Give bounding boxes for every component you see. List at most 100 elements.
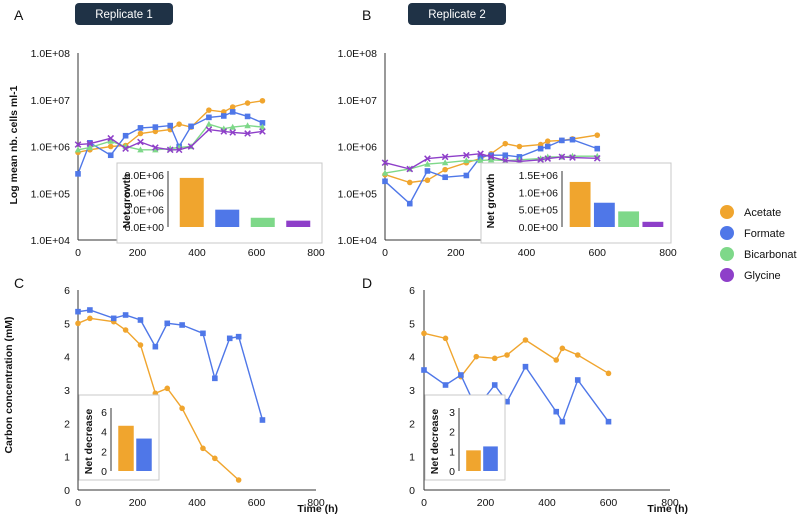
formate-data-point [477,154,484,160]
glycine-data-point [244,130,251,137]
acetate-data-point [594,132,601,138]
formate-data-point [594,145,601,152]
formate-data-point [75,308,81,315]
legend: Acetate Formate Bicarbonate Glycine [720,205,797,282]
bicarbonate-data-point [487,156,495,163]
panel-d-x-axis-label: Time (h) [647,503,688,515]
formate-inset-bar [215,209,240,227]
panel-letter-b: B [362,7,371,23]
inset-y-tick-label: 5.0E+05 [519,205,559,217]
legend-acetate-label: Acetate [744,207,781,219]
y-tick-label: 2 [64,418,70,430]
y-tick-label: 3 [409,385,415,397]
formate-data-point [569,136,576,143]
x-tick-label: 0 [75,497,81,509]
bicarbonate-data-point [381,169,389,176]
legend-glycine-swatch [720,268,734,282]
chart-panel-a: 1.0E+04 1.0E+05 1.0E+06 1.0E+07 1.0E+08 0 200 4… [31,48,325,259]
x-tick-label: 200 [129,247,147,259]
x-tick-label: 800 [659,247,677,259]
inset-y-tick-label: 6 [101,407,107,419]
replicate-1-badge-label: Replicate 1 [95,9,153,21]
acetate-data-point [559,345,566,352]
replicate-2-badge [408,3,506,25]
formate-data-point [544,143,551,150]
glycine-data-point [137,138,144,146]
formate-data-point [463,172,470,179]
x-tick-label: 600 [588,247,606,259]
formate-data-point [522,363,529,370]
acetate-data-point [87,315,93,322]
inset-y-tick-label: 0.0E+00 [519,222,559,234]
x-tick-label: 200 [477,497,495,509]
y-tick-label: 1 [409,452,415,464]
formate-data-point [442,382,449,388]
acetate-data-point [516,143,523,150]
glycine-data-point [220,128,228,135]
chart-panel-b: 1.0E+04 1.0E+05 1.0E+06 1.0E+07 1.0E+08 0 200 4… [338,48,677,259]
acetate-data-point [522,337,529,343]
formate-data-point [244,113,251,120]
acetate-data-point [259,97,266,104]
acetate-data-point [137,342,144,348]
formate-data-point [167,122,174,129]
glycine-data-point [441,153,449,161]
chart-panel-d: 0 1 2 3 4 5 6 0 200 400 600 800 Net decrease 0 1 2 3 [409,285,679,509]
formate-data-point [164,320,171,327]
bicarbonate-data-point [107,137,114,144]
formate-inset-bar [483,446,498,471]
acetate-data-point [406,179,413,186]
acetate-data-point [504,352,510,358]
y-tick-label: 1.0E+04 [31,235,71,247]
x-tick-label: 0 [382,247,388,259]
formate-data-point [559,418,566,425]
glycine-data-point [259,128,266,135]
inset-y-tick-label: 0.0E+00 [125,222,165,234]
formate-data-point [226,335,233,342]
y-tick-label: 6 [64,285,70,297]
formate-data-point [424,168,431,174]
bicarbonate-data-point [86,144,94,151]
bicarbonate-data-point [244,122,251,129]
legend-bicarbonate-swatch [720,247,734,261]
y-tick-label: 4 [64,352,70,364]
acetate-data-point [137,130,144,137]
bicarbonate-inset-bar [618,211,640,227]
glycine-data-point [166,146,174,154]
inset-y-axis-label: Net growth [485,174,497,229]
formate-data-point [259,120,266,126]
formate-data-point [605,418,612,425]
formate-data-point [137,317,144,323]
glycine-inset-bar [642,221,664,227]
bicarbonate-data-point [259,123,266,130]
formate-data-point [137,125,144,131]
bicarbonate-data-point [441,159,449,166]
formate-data-point [235,333,242,340]
inset-y-tick-label: 0 [101,466,107,478]
formate-data-point [229,109,236,115]
acetate-data-point [491,355,498,362]
acetate-data-point [229,104,236,110]
legend-acetate-swatch [720,205,734,219]
y-tick-label: 0 [409,485,415,497]
formate-data-point [488,152,494,159]
x-tick-label: 400 [188,247,206,259]
inset-y-tick-label: 1 [449,446,455,458]
y-tick-label: 1.0E+07 [31,95,71,107]
y-tick-label: 1.0E+07 [338,95,378,107]
glycine-data-point [463,151,470,159]
panel-c-x-axis-label: Time (h) [297,503,338,515]
formate-inset-bar [593,202,615,227]
inset-frame [116,162,323,244]
legend-formate-swatch [720,226,734,240]
glycine-data-point [122,145,129,152]
y-tick-label: 5 [64,318,70,330]
panel-letter-a: A [14,7,24,23]
inset-y-tick-label: 0 [449,466,455,478]
formate-data-point [502,152,509,159]
formate-data-point [559,137,565,144]
acetate-data-point [152,128,159,135]
acetate-data-point [164,385,171,392]
acetate-inset-bar [569,181,591,227]
